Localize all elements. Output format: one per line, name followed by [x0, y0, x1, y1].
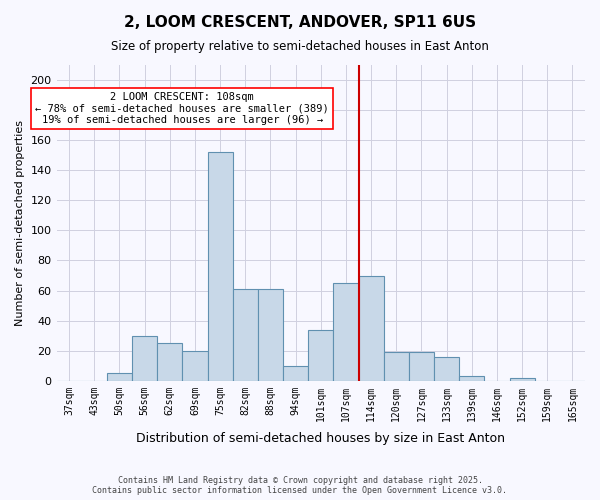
Bar	[107, 374, 132, 381]
Bar	[182, 350, 208, 381]
Text: Contains HM Land Registry data © Crown copyright and database right 2025.
Contai: Contains HM Land Registry data © Crown c…	[92, 476, 508, 495]
Bar	[509, 378, 535, 381]
Bar	[308, 330, 334, 381]
Bar	[409, 352, 434, 381]
Bar	[283, 366, 308, 381]
Bar	[334, 283, 359, 381]
Text: 2 LOOM CRESCENT: 108sqm
← 78% of semi-detached houses are smaller (389)
19% of s: 2 LOOM CRESCENT: 108sqm ← 78% of semi-de…	[35, 92, 329, 126]
Bar	[208, 152, 233, 381]
Bar	[132, 336, 157, 381]
X-axis label: Distribution of semi-detached houses by size in East Anton: Distribution of semi-detached houses by …	[136, 432, 505, 445]
Bar	[233, 289, 258, 381]
Text: Size of property relative to semi-detached houses in East Anton: Size of property relative to semi-detach…	[111, 40, 489, 53]
Bar	[383, 352, 409, 381]
Bar	[459, 376, 484, 381]
Bar	[434, 356, 459, 381]
Bar	[258, 289, 283, 381]
Y-axis label: Number of semi-detached properties: Number of semi-detached properties	[15, 120, 25, 326]
Bar	[359, 276, 383, 381]
Bar	[157, 343, 182, 381]
Text: 2, LOOM CRESCENT, ANDOVER, SP11 6US: 2, LOOM CRESCENT, ANDOVER, SP11 6US	[124, 15, 476, 30]
